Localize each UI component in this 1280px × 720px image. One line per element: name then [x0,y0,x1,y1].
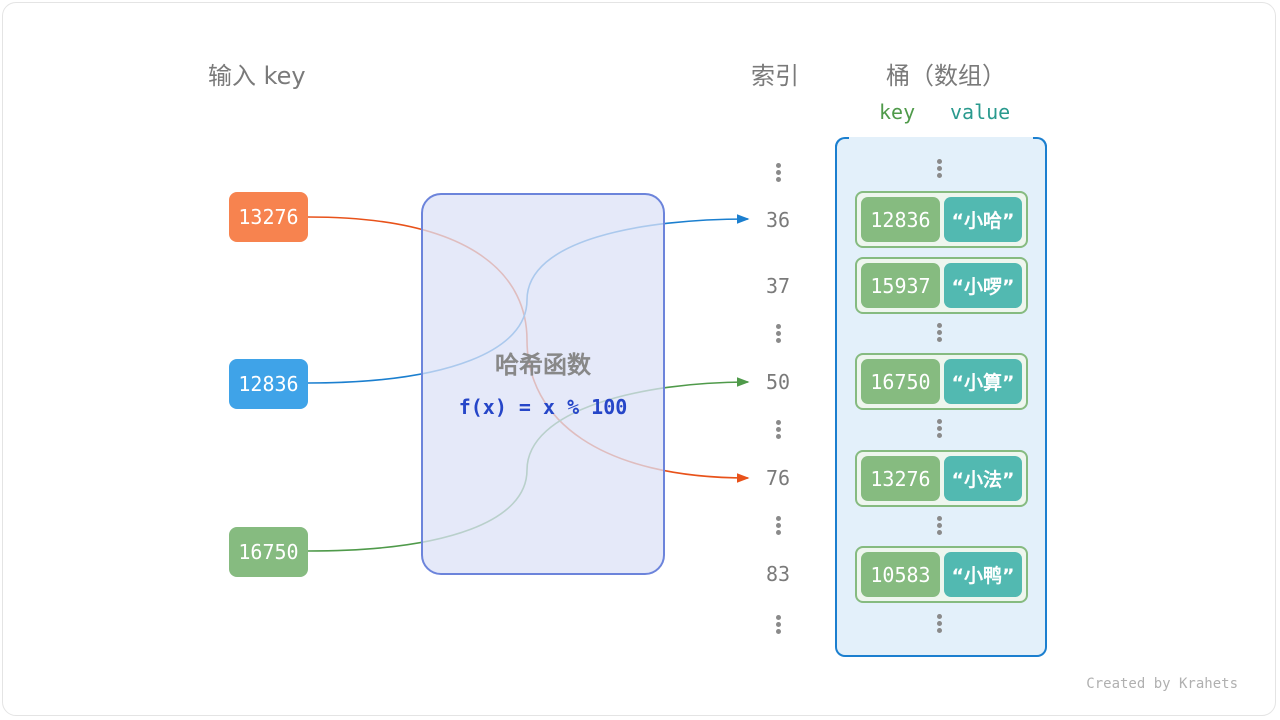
ellipsis-icon [937,516,943,537]
bucket-entry: 16750 “小算” [855,353,1028,410]
entry-value: “小算” [944,359,1022,404]
ellipsis-icon [776,420,782,441]
key-subheader: key [879,100,916,124]
input-key-header: 输入 key [208,62,306,90]
index-36: 36 [765,208,791,232]
hash-function-title: 哈希函数 [495,351,591,379]
ellipsis-icon [776,163,782,184]
bucket-entry: 10583 “小鸭” [855,546,1028,603]
bucket-entry: 12836 “小哈” [855,191,1028,248]
ellipsis-icon [937,419,943,440]
hash-formula: f(x) = x % 100 [458,395,628,419]
hash-function-box: 哈希函数 f(x) = x % 100 [421,193,665,575]
input-key-12836: 12836 [229,359,308,409]
input-key-13276: 13276 [229,192,308,242]
value-subheader: value [950,100,1011,124]
credit: Created by Krahets [1086,676,1238,692]
ellipsis-icon [776,615,782,636]
bucket-entry: 15937 “小啰” [855,257,1028,314]
entry-value: “小哈” [944,197,1022,242]
bucket-header: 桶（数组） [886,62,1006,90]
entry-value: “小啰” [944,263,1022,308]
entry-key: 10583 [861,552,940,597]
ellipsis-icon [776,516,782,537]
entry-value: “小法” [944,456,1022,501]
entry-key: 16750 [861,359,940,404]
ellipsis-icon [937,159,943,180]
index-76: 76 [765,466,791,490]
index-50: 50 [765,370,791,394]
entry-key: 15937 [861,263,940,308]
entry-value: “小鸭” [944,552,1022,597]
input-key-16750: 16750 [229,527,308,577]
index-header: 索引 [751,62,799,90]
entry-key: 12836 [861,197,940,242]
ellipsis-icon [776,324,782,345]
index-83: 83 [765,562,791,586]
ellipsis-icon [937,614,943,635]
index-37: 37 [765,274,791,298]
bucket-entry: 13276 “小法” [855,450,1028,507]
ellipsis-icon [937,323,943,344]
entry-key: 13276 [861,456,940,501]
